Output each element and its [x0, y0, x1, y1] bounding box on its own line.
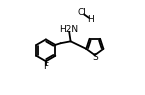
Text: H2N: H2N — [60, 25, 79, 34]
Text: Cl: Cl — [78, 8, 86, 17]
Text: F: F — [43, 62, 48, 71]
Text: H: H — [87, 15, 93, 24]
Text: S: S — [92, 53, 98, 62]
